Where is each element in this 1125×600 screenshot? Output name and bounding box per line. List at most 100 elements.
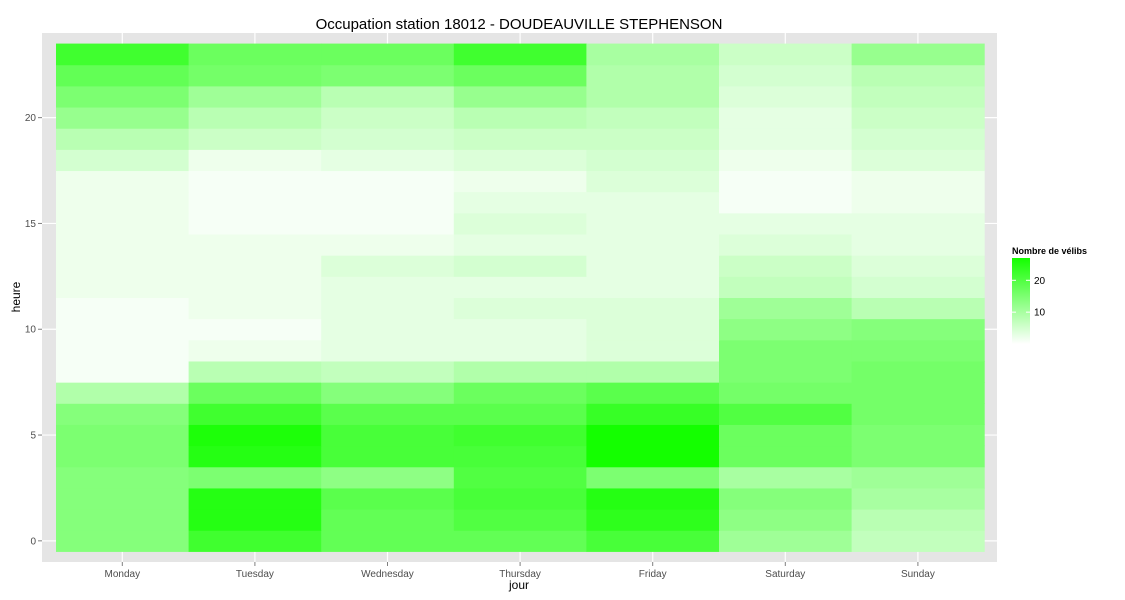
heatmap-cell (321, 191, 455, 214)
heatmap-cell (453, 64, 587, 87)
heatmap-cell (56, 487, 190, 510)
heatmap-cell (56, 339, 190, 362)
heatmap-cell (321, 487, 455, 510)
heatmap-cell (586, 318, 720, 341)
legend-label: 20 (1034, 276, 1046, 287)
heatmap-cell (56, 170, 190, 193)
heatmap-cell (586, 509, 720, 531)
heatmap-cell (188, 212, 322, 235)
heatmap-cell (321, 297, 455, 320)
heatmap-cell (453, 43, 587, 66)
heatmap-cell (321, 276, 455, 298)
heatmap-cell (321, 64, 455, 87)
heatmap-cell (851, 255, 985, 277)
x-axis: Monday Tuesday Wednesday Thursday Friday Satu… (105, 562, 935, 580)
heatmap-cell (188, 255, 322, 277)
heatmap-cell (586, 170, 720, 193)
heatmap-cell (719, 85, 853, 108)
heatmap-cell (586, 382, 720, 404)
heatmap-cell (56, 509, 190, 531)
y-tick-label: 15 (25, 219, 37, 230)
heatmap-cell (188, 424, 322, 447)
heatmap-cell (719, 509, 853, 531)
heatmap-cell (453, 107, 587, 129)
heatmap-cell (851, 149, 985, 172)
heatmap-cell (851, 276, 985, 298)
heatmap-cell (321, 424, 455, 447)
heatmap-cell (586, 43, 720, 66)
heatmap-cell (453, 509, 587, 531)
y-tick-label: 5 (30, 431, 36, 442)
heatmap-cell (321, 530, 455, 552)
heatmap-cell (586, 424, 720, 447)
heatmap-cell (851, 466, 985, 489)
heatmap-cell (719, 445, 853, 468)
x-tick-label: Tuesday (236, 569, 274, 580)
heatmap-cell (188, 487, 322, 510)
heatmap-cell (188, 191, 322, 214)
heatmap-cell (719, 234, 853, 256)
heatmap-cell (56, 360, 190, 383)
heatmap-cell (56, 43, 190, 66)
heatmap-cell (56, 403, 190, 425)
heatmap-cell (188, 403, 322, 425)
heatmap-cell (719, 128, 853, 150)
y-axis: 0 5 10 15 20 (25, 113, 42, 547)
heatmap-cell (719, 276, 853, 298)
heatmap-cell (56, 128, 190, 150)
heatmap-cell (851, 403, 985, 425)
heatmap-cell (719, 297, 853, 320)
heatmap-cell (321, 107, 455, 129)
heatmap-cell (586, 85, 720, 108)
heatmap-cell (453, 403, 587, 425)
heatmap-cell (321, 212, 455, 235)
heatmap-cell (188, 530, 322, 552)
heatmap-cell (586, 64, 720, 87)
heatmap-cell (851, 191, 985, 214)
heatmap-cell (851, 64, 985, 87)
heatmap-cell (321, 85, 455, 108)
heatmap-cell (851, 445, 985, 468)
heatmap-cell (719, 318, 853, 341)
heatmap-cell (719, 64, 853, 87)
heatmap-cell (188, 360, 322, 383)
heatmap-cell (586, 255, 720, 277)
heatmap-cell (719, 212, 853, 235)
heatmap-cell (453, 339, 587, 362)
heatmap-cell (719, 339, 853, 362)
heatmap-cell (453, 382, 587, 404)
heatmap-cell (851, 424, 985, 447)
x-tick-label: Monday (105, 569, 141, 580)
heatmap-cell (586, 276, 720, 298)
heatmap-cell (188, 297, 322, 320)
x-tick-label: Thursday (499, 569, 541, 580)
heatmap-cell (851, 212, 985, 235)
heatmap-cell (321, 149, 455, 172)
heatmap-cell (56, 276, 190, 298)
heatmap-cell (851, 234, 985, 256)
heatmap-cell (851, 297, 985, 320)
heatmap-cell (56, 445, 190, 468)
heatmap-cell (188, 466, 322, 489)
heatmap-cell (188, 445, 322, 468)
heatmap-cell (188, 509, 322, 531)
heatmap-cell (453, 424, 587, 447)
heatmap-cell (851, 360, 985, 383)
heatmap-cell (56, 297, 190, 320)
heatmap-cell (719, 382, 853, 404)
x-axis-title: jour (508, 578, 529, 592)
heatmap-cell (719, 43, 853, 66)
heatmap-cell (586, 487, 720, 510)
heatmap-cell (851, 43, 985, 66)
heatmap-cell (453, 170, 587, 193)
heatmap-cell (851, 382, 985, 404)
heatmap-cell (188, 149, 322, 172)
heatmap-cell (453, 234, 587, 256)
heatmap-cell (321, 360, 455, 383)
heatmap-cell (56, 149, 190, 172)
heatmap-cell (188, 107, 322, 129)
heatmap-cell (321, 43, 455, 66)
heatmap-cell (586, 191, 720, 214)
heatmap-cell (321, 318, 455, 341)
